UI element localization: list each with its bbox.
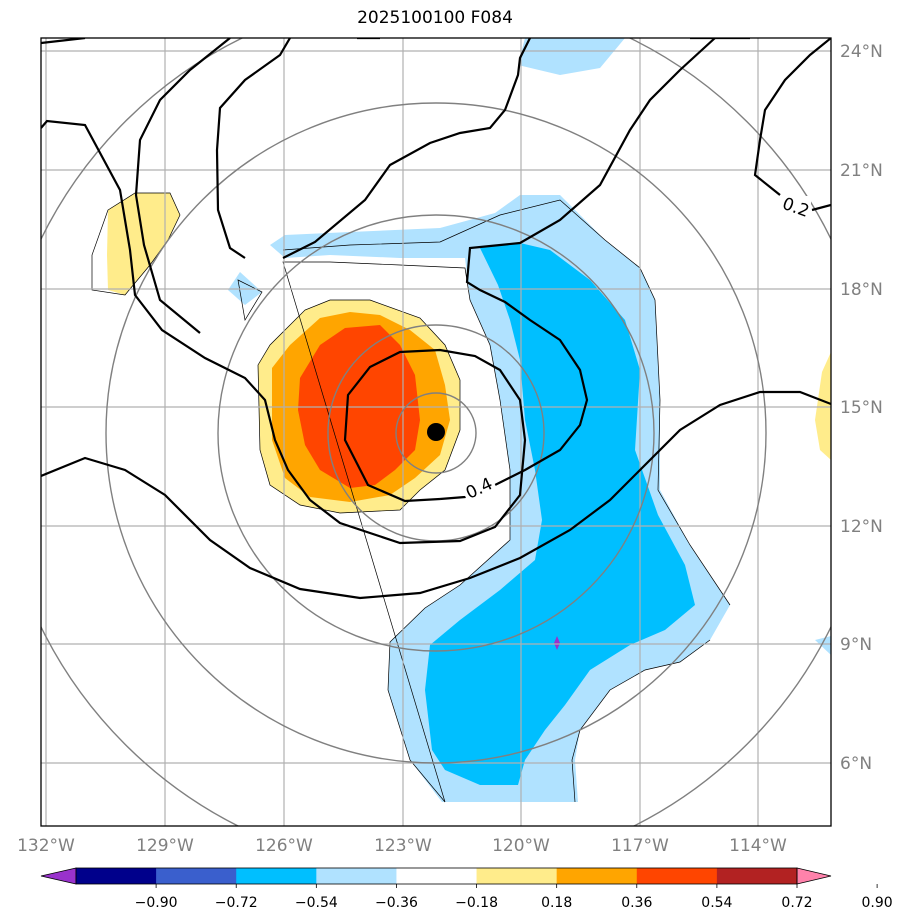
lat-label: 6°N — [840, 754, 872, 774]
lat-label: 12°N — [840, 517, 883, 537]
purple-anomaly-dot — [554, 636, 560, 650]
gridlines — [41, 38, 831, 826]
plot-title: 2025100100 F084 — [357, 8, 513, 28]
contour-lines — [41, 38, 831, 600]
map-frame — [40, 37, 832, 827]
colorbar-tick-label: 0.18 — [541, 895, 572, 911]
storm-center-marker — [427, 423, 445, 441]
colorbar-tick-label: −0.54 — [295, 895, 338, 911]
lon-label: 117°W — [611, 836, 669, 856]
lat-label: 24°N — [840, 42, 883, 62]
colorbar-box — [476, 868, 558, 884]
colorbar-tick-label: −0.72 — [215, 895, 258, 911]
lon-label: 123°W — [374, 836, 432, 856]
range-rings — [41, 38, 831, 826]
lat-label: 21°N — [840, 161, 883, 181]
colorbar-tick-label: 0.36 — [621, 895, 652, 911]
lon-label: 114°W — [729, 836, 787, 856]
lon-label: 126°W — [255, 836, 313, 856]
colorbar: −0.90 −0.72 −0.54 −0.36 −0.18 0.18 0.36 0.54 0.7… — [40, 867, 893, 911]
colorbar-extend-high — [796, 867, 832, 885]
colorbar-tick-label: 0.54 — [701, 895, 732, 911]
colorbar-tick-label: 0.90 — [862, 895, 893, 911]
lon-label: 120°W — [492, 836, 550, 856]
colorbar-box — [716, 868, 798, 884]
colorbar-tick-label: 0.72 — [781, 895, 812, 911]
map-area: 0.2 0.4 — [41, 38, 831, 826]
colorbar-extend-low — [40, 867, 77, 885]
longitude-labels: 132°W 129°W 126°W 123°W 120°W 117°W 114°… — [17, 836, 787, 856]
colorbar-box — [396, 868, 478, 884]
colorbar-box — [156, 868, 237, 884]
colorbar-tick-label: −0.18 — [455, 895, 498, 911]
lon-label: 129°W — [136, 836, 194, 856]
negative-anomaly-medium — [425, 243, 695, 785]
lon-label: 132°W — [17, 836, 75, 856]
colorbar-tick-label: −0.90 — [135, 895, 178, 911]
colorbar-box — [636, 868, 718, 884]
lat-label: 18°N — [840, 280, 883, 300]
colorbar-tick-label: −0.36 — [375, 895, 418, 911]
colorbar-box — [556, 868, 638, 884]
lat-label: 15°N — [840, 398, 883, 418]
latitude-labels: 24°N 21°N 18°N 15°N 12°N 9°N 6°N — [840, 42, 883, 774]
lat-label: 9°N — [840, 635, 872, 655]
colorbar-box — [76, 868, 157, 884]
colorbar-box — [236, 868, 317, 884]
colorbar-outline — [75, 867, 798, 885]
colorbar-box — [316, 868, 397, 884]
